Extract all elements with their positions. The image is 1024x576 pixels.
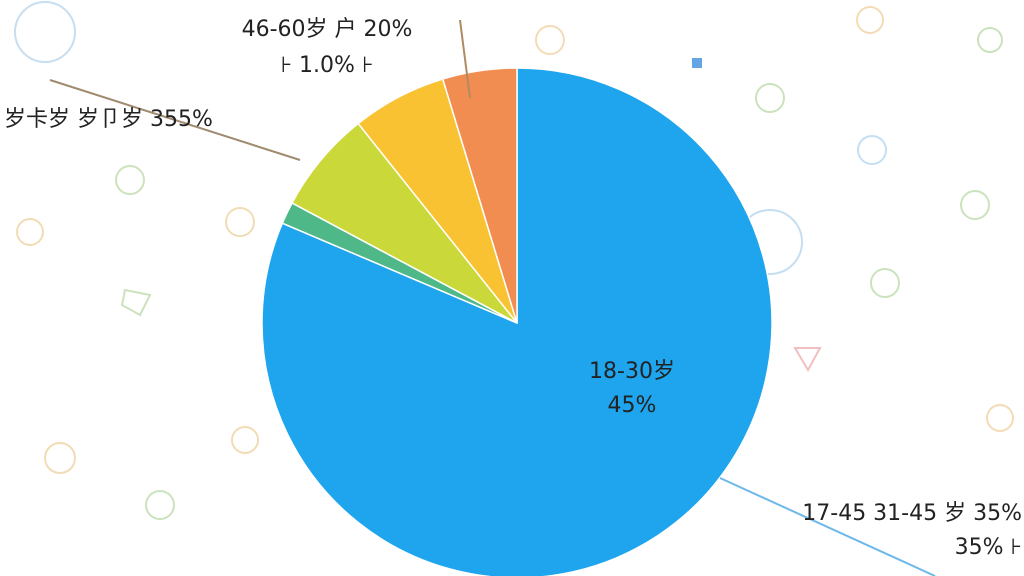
background-decoration: [14, 1, 1014, 520]
slice-label: 45%: [608, 393, 657, 418]
pie-slice: [261, 67, 773, 576]
slice-label: 46-60岁 户 20%: [242, 17, 413, 42]
slice-label: 18-30岁: [589, 359, 675, 384]
pie-slice: [441, 67, 518, 324]
slice-label: 35% ⊦: [955, 535, 1022, 560]
pie: [261, 67, 773, 576]
slice-label: 岁卡岁 岁卩岁 355%: [4, 107, 213, 132]
leader-lines: [49, 19, 936, 576]
slice-label: 17-45 31-45 岁 35%: [802, 501, 1022, 526]
slice-label: ⊦ 1.0% ⊦: [281, 53, 374, 78]
